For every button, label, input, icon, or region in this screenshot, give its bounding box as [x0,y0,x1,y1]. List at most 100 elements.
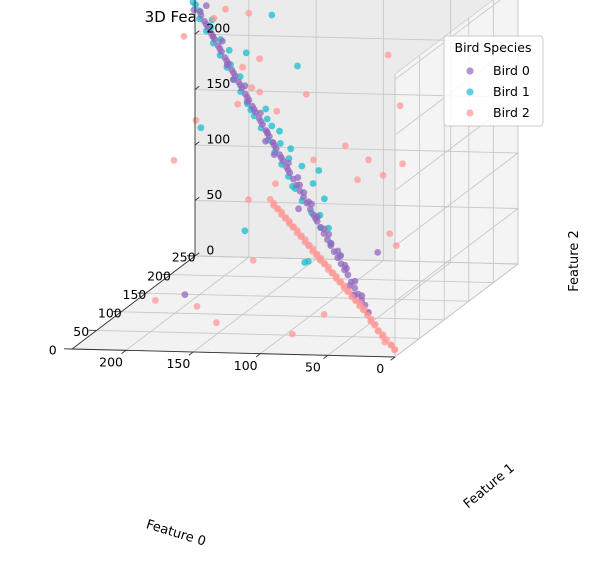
point-bird-2 [245,9,253,17]
point-bird-2 [364,311,371,319]
z-tick-mark [194,196,200,201]
z-tick-mark [194,85,200,90]
point-bird-2 [354,176,361,184]
point-bird-2 [278,211,285,218]
point-bird-0 [248,102,256,110]
point-bird-0 [229,76,237,83]
point-bird-1 [276,127,283,135]
point-bird-2 [266,195,274,203]
point-bird-2 [309,247,317,255]
point-bird-2 [367,317,375,325]
point-bird-2 [365,156,372,164]
point-bird-1 [263,115,271,123]
point-bird-0 [341,266,348,274]
point-bird-2 [386,230,394,238]
point-bird-2 [396,102,404,110]
point-bird-0 [276,151,283,159]
x-tick-label: 50 [305,360,321,375]
point-bird-2 [375,327,382,334]
point-bird-0 [270,151,278,159]
point-bird-0 [317,224,324,231]
point-bird-0 [283,163,290,171]
point-bird-1 [241,227,249,235]
point-bird-1 [321,195,328,203]
x-gridline-floor [260,260,384,355]
point-bird-0 [201,18,208,25]
y-tick-label: 100 [98,306,122,321]
point-bird-0 [327,242,335,250]
point-bird-2 [302,91,310,98]
x-tick-label: 150 [166,356,190,371]
y-tick-label: 0 [49,343,57,358]
point-bird-0 [300,193,307,201]
point-bird-0 [295,205,302,213]
point-bird-1 [268,122,276,130]
point-bird-0 [218,37,226,45]
point-bird-2 [249,257,257,264]
point-bird-2 [256,55,264,63]
y-gridline-floor [145,292,469,302]
point-bird-2 [310,156,317,164]
point-bird-2 [342,142,349,150]
point-bird-1 [225,46,233,54]
point-bird-2 [213,319,220,327]
point-bird-2 [193,303,201,310]
legend-entry-bird-1: Bird 1 [493,84,530,99]
z-gridline-back [194,144,519,154]
point-bird-1 [277,140,284,147]
point-bird-0 [344,271,352,279]
point-bird-0 [197,11,205,19]
point-bird-2 [272,180,279,188]
point-bird-2 [356,302,363,310]
x-tick-mark [323,354,328,359]
point-bird-2 [170,156,178,164]
point-bird-0 [289,175,297,183]
point-bird-2 [256,88,264,96]
z-tick-label: 200 [206,21,230,36]
point-bird-2 [332,275,340,282]
x-tick-label: 0 [376,361,384,376]
z-tick-label: 150 [206,76,230,91]
point-bird-1 [304,258,312,265]
point-bird-0 [306,205,314,213]
legend-entry-bird-2: Bird 2 [493,105,530,120]
point-bird-0 [296,187,304,195]
z-gridline-side [394,0,501,80]
point-bird-1 [287,145,295,153]
point-bird-2 [301,238,309,246]
point-bird-2 [210,14,218,22]
point-bird-0 [207,30,215,37]
y-tick-label: 50 [73,324,89,339]
point-bird-0 [330,248,338,256]
point-bird-1 [197,124,205,132]
legend-marker-bird-0 [466,67,474,75]
point-bird-2 [348,293,356,301]
point-bird-2 [324,266,332,273]
point-bird-0 [228,66,236,74]
point-bird-1 [268,11,276,19]
point-bird-2 [384,51,392,59]
z-gridline-back [194,255,519,265]
point-bird-0 [324,236,331,244]
point-bird-0 [346,282,353,289]
y-tick-label: 150 [123,287,147,302]
legend-entry-bird-0: Bird 0 [493,63,530,78]
point-bird-2 [192,116,200,124]
point-bird-1 [192,1,199,8]
point-bird-0 [235,78,243,86]
legend-frame [443,35,544,127]
point-bird-0 [334,254,342,262]
point-bird-0 [214,42,222,49]
point-bird-2 [245,196,252,204]
y-gridline-floor [170,274,494,284]
x-axis-label: Feature 0 [144,517,207,549]
point-bird-2 [288,330,296,338]
point-bird-0 [303,199,311,207]
point-bird-0 [262,127,270,134]
point-bird-1 [315,167,323,174]
point-bird-0 [269,139,277,147]
point-bird-0 [221,54,229,62]
point-bird-2 [399,160,406,168]
point-bird-2 [387,341,395,349]
